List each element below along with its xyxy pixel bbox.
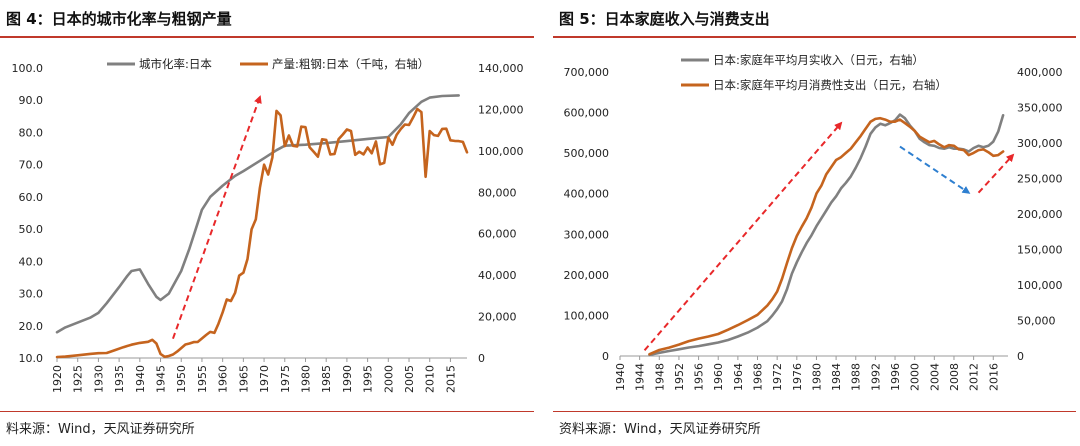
x-tick-label: 1964: [732, 363, 745, 391]
y-right-tick-label: 300,000: [1017, 137, 1063, 150]
figure-4-source-rule: [0, 411, 534, 412]
figure-4-title-rule: [0, 36, 534, 38]
legend-label-1: 日本:家庭年平均月实收入（日元，右轴）: [713, 53, 924, 67]
figure-4-title: 图 4：日本的城市化率与粗钢产量: [6, 10, 232, 28]
y-right-tick-label: 400,000: [1017, 66, 1063, 79]
x-tick-label: 2012: [968, 363, 981, 391]
y-right-tick-label: 100,000: [1017, 279, 1063, 292]
x-tick-label: 2005: [403, 365, 416, 393]
figure-5-panel: 图 5：日本家庭收入与消费支出 1940 1944 1948 1952 1956 1960…: [553, 0, 1080, 446]
y-left-tick-label: 300,000: [564, 228, 610, 241]
figure-4-source: 料来源：Wind，天风证券研究所: [6, 422, 195, 437]
y-left-tick-label: 20.0: [19, 320, 44, 333]
y-left-tick-label: 60.0: [19, 191, 44, 204]
x-tick-label: 1956: [693, 363, 706, 391]
figure-4-chart: 1920 1925 1930 1935 1940 1945 1950 1955 1960 1965…: [12, 57, 524, 393]
y-left-tick-label: 600,000: [564, 107, 610, 120]
y-right-tick-label: 80,000: [478, 186, 517, 199]
x-tick-label: 1944: [634, 363, 647, 391]
x-tick-label: 1935: [113, 365, 126, 393]
y-left-tick-label: 10.0: [19, 352, 44, 365]
x-tick-label: 1975: [279, 365, 292, 393]
y-right-tick-label: 350,000: [1017, 102, 1063, 115]
x-tick-label: 1940: [134, 365, 147, 393]
x-tick-label: 1948: [653, 363, 666, 391]
blue-trend-arrow-2: [899, 145, 971, 194]
red-trend-arrow-1: [643, 121, 843, 351]
y-left-tick-label: 30.0: [19, 288, 44, 301]
y-left-tick-label: 70.0: [19, 159, 44, 172]
figure-5-chart: 1940 1944 1948 1952 1956 1960 1964 1968 1972 1976…: [564, 53, 1063, 391]
series-line-2: [55, 107, 469, 359]
x-tick-label: 1952: [673, 363, 686, 391]
x-tick-label: 2016: [987, 363, 1000, 391]
x-tick-label: 1996: [889, 363, 902, 391]
y-left-tick-label: 50.0: [19, 223, 44, 236]
x-tick-label: 1976: [791, 363, 804, 391]
x-tick-label: 1985: [320, 365, 333, 393]
y-right-tick-label: 250,000: [1017, 173, 1063, 186]
x-tick-label: 1995: [362, 365, 375, 393]
figure-5-source-rule: [553, 411, 1076, 412]
y-right-tick-label: 140,000: [478, 62, 524, 75]
y-left-tick-label: 80.0: [19, 126, 44, 139]
red-trend-arrow-3: [977, 153, 1015, 194]
y-left-tick-label: 100.0: [12, 62, 44, 75]
y-left-tick-label: 700,000: [564, 66, 610, 79]
legend-label-2: 产量:粗钢:日本（千吨，右轴）: [272, 57, 429, 71]
x-tick-label: 1960: [712, 363, 725, 391]
figure-5-source: 资料来源：Wind，天风证券研究所: [559, 422, 761, 437]
x-tick-label: 1988: [850, 363, 863, 391]
x-tick-label: 1960: [217, 365, 230, 393]
x-tick-label: 2015: [444, 365, 457, 393]
y-left-tick-label: 400,000: [564, 188, 610, 201]
x-tick-label: 1968: [752, 363, 765, 391]
x-tick-label: 2004: [928, 363, 941, 391]
y-left-tick-label: 0: [602, 350, 609, 363]
red-trend-arrow-1: [172, 95, 262, 340]
y-right-tick-label: 40,000: [478, 269, 517, 282]
y-right-tick-label: 20,000: [478, 311, 517, 324]
x-tick-label: 2010: [424, 365, 437, 393]
y-right-tick-label: 50,000: [1017, 315, 1056, 328]
x-tick-label: 2000: [909, 363, 922, 391]
y-left-tick-label: 200,000: [564, 269, 610, 282]
x-tick-label: 2000: [382, 365, 395, 393]
series-line-1: [648, 113, 1005, 357]
x-tick-label: 1980: [299, 365, 312, 393]
x-tick-label: 1970: [258, 365, 271, 393]
x-tick-label: 1920: [51, 365, 64, 393]
y-right-tick-label: 0: [1017, 350, 1024, 363]
y-right-tick-label: 60,000: [478, 228, 517, 241]
x-tick-label: 1930: [92, 365, 105, 393]
figure-5-title-rule: [553, 36, 1076, 38]
x-tick-label: 1925: [72, 365, 85, 393]
y-right-tick-label: 120,000: [478, 103, 524, 116]
y-right-tick-label: 100,000: [478, 145, 524, 158]
figure-4-panel: 图 4：日本的城市化率与粗钢产量 1920 1925 1930 1935 1940 194…: [0, 0, 538, 446]
y-right-tick-label: 0: [478, 352, 485, 365]
y-left-tick-label: 40.0: [19, 255, 44, 268]
y-left-tick-label: 100,000: [564, 309, 610, 322]
y-right-tick-label: 150,000: [1017, 244, 1063, 257]
x-tick-label: 1980: [810, 363, 823, 391]
legend-label-2: 日本:家庭年平均月消费性支出（日元，右轴）: [713, 78, 947, 92]
x-tick-label: 1965: [237, 365, 250, 393]
series-line-2: [648, 116, 1005, 356]
x-tick-label: 1972: [771, 363, 784, 391]
y-left-tick-label: 90.0: [19, 94, 44, 107]
series-line-1: [55, 94, 460, 334]
x-tick-label: 1950: [175, 365, 188, 393]
x-tick-label: 1955: [196, 365, 209, 393]
y-right-tick-label: 200,000: [1017, 208, 1063, 221]
y-left-tick-label: 500,000: [564, 147, 610, 160]
x-tick-label: 1992: [869, 363, 882, 391]
x-tick-label: 1984: [830, 363, 843, 391]
legend-label-1: 城市化率:日本: [139, 57, 212, 71]
x-tick-label: 1945: [155, 365, 168, 393]
x-tick-label: 1990: [341, 365, 354, 393]
x-tick-label: 2008: [948, 363, 961, 391]
figure-5-title: 图 5：日本家庭收入与消费支出: [559, 10, 770, 28]
x-tick-label: 1940: [614, 363, 627, 391]
